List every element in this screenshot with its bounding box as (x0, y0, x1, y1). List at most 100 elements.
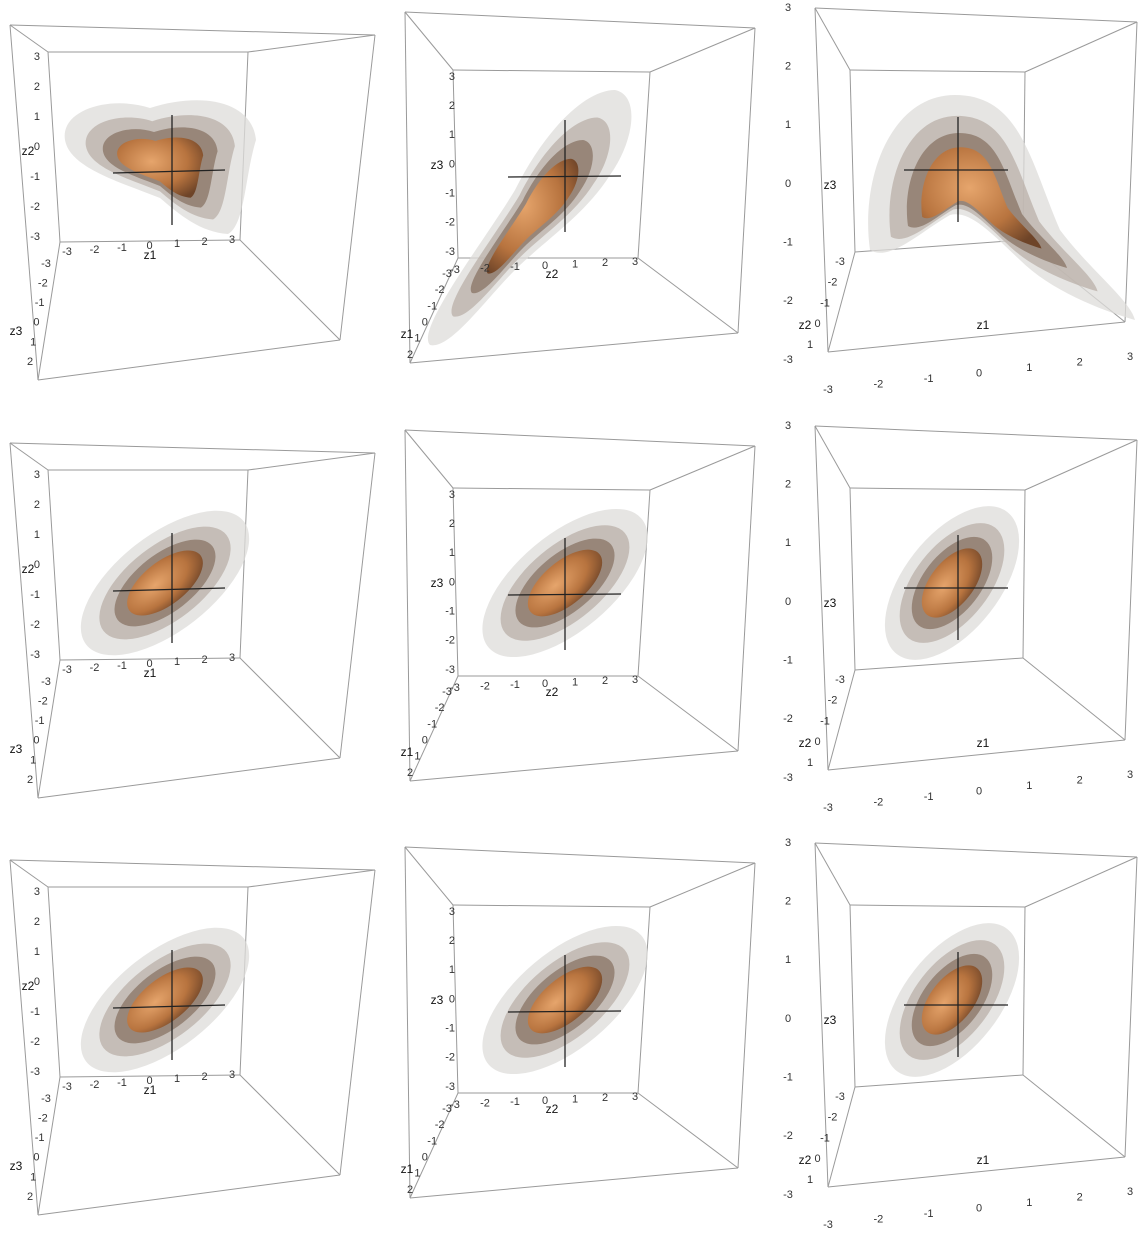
box-edge (240, 240, 340, 340)
tick-label: 1 (449, 547, 455, 559)
tick-label: -1 (35, 715, 45, 727)
box-edge (815, 843, 1137, 857)
tick-label: -1 (30, 589, 40, 601)
tick-label: 0 (814, 1153, 820, 1165)
tick-label: -3 (445, 246, 455, 258)
tick-label: -3 (835, 256, 845, 268)
tick-label: -1 (783, 1072, 793, 1084)
plot-grid: -3-2-10123z2-3-2-10123z1-3-2-1012z3-3-2-… (0, 0, 1142, 1236)
tick-label: -1 (783, 655, 793, 667)
box-edge (1025, 440, 1137, 490)
tick-label: 1 (1026, 780, 1032, 792)
tick-label: 0 (34, 559, 40, 571)
tick-label: -1 (510, 679, 520, 691)
tick-label: -2 (480, 681, 490, 693)
tick-label: 0 (33, 317, 39, 329)
tick-label: 0 (449, 158, 455, 170)
tick-label: 2 (34, 916, 40, 928)
box-edge (410, 333, 738, 363)
tick-label: -2 (90, 244, 100, 256)
tick-label: 1 (30, 754, 36, 766)
tick-label: -2 (90, 1079, 100, 1091)
tick-label: 2 (1077, 356, 1083, 368)
tick-label: -1 (445, 188, 455, 200)
box-edge (38, 1175, 340, 1215)
tick-label: -2 (445, 217, 455, 229)
tick-label: 1 (785, 954, 791, 966)
tick-label: 0 (34, 141, 40, 153)
tick-label: 2 (602, 675, 608, 687)
box-edge (638, 1093, 738, 1168)
tick-label: 1 (572, 259, 578, 271)
tick-label: 2 (201, 1071, 207, 1083)
tick-label: 3 (449, 906, 455, 918)
tick-label: 2 (201, 654, 207, 666)
tick-label: -2 (828, 1112, 838, 1124)
tick-label: 0 (785, 596, 791, 608)
tick-label: 0 (976, 785, 982, 797)
tick-label: 1 (785, 119, 791, 131)
tick-label: 3 (785, 837, 791, 849)
tick-label: -1 (510, 261, 520, 273)
tick-label: 3 (229, 1069, 235, 1081)
tick-label: -3 (30, 649, 40, 661)
tick-label: -2 (445, 635, 455, 647)
box-edge (10, 25, 375, 35)
box-edge (410, 751, 738, 781)
box-edge (248, 453, 375, 470)
tick-label: -2 (480, 263, 490, 275)
tick-label: 3 (1127, 1186, 1133, 1198)
tick-label: 1 (807, 339, 813, 351)
tick-label: 1 (174, 656, 180, 668)
box-edge (1023, 1075, 1125, 1157)
tick-label: 0 (449, 576, 455, 588)
tick-label: 0 (785, 178, 791, 190)
box-edge (1025, 22, 1137, 72)
tick-label: 0 (422, 735, 428, 747)
tick-label: 1 (30, 1171, 36, 1183)
tick-label: -1 (924, 791, 934, 803)
box-edge (248, 35, 375, 52)
tick-label: -2 (828, 695, 838, 707)
box-edge (1125, 440, 1137, 740)
tick-label: 2 (602, 1092, 608, 1104)
panel: -3-2-10123z2-3-2-10123z1-3-2-1012z3 (10, 860, 375, 1215)
box-edge (405, 12, 755, 28)
box-edge (340, 870, 375, 1175)
box-edge (248, 870, 375, 887)
tick-label: 3 (1127, 769, 1133, 781)
tick-label: 0 (33, 1152, 39, 1164)
axis-label: z3 (10, 324, 23, 338)
axis-label: z2 (546, 267, 559, 281)
tick-label: 3 (632, 674, 638, 686)
tick-label: -2 (38, 696, 48, 708)
axis-label: z2 (22, 144, 35, 158)
tick-label: 1 (572, 677, 578, 689)
panel: -3-2-10123z2-3-2-10123z1-3-2-1012z3 (10, 443, 375, 798)
tick-label: 2 (449, 935, 455, 947)
tick-label: 3 (1127, 351, 1133, 363)
box-edge (1125, 22, 1137, 322)
box-edge (340, 35, 375, 340)
tick-label: 1 (414, 1168, 420, 1180)
tick-label: -2 (30, 619, 40, 631)
tick-label: -3 (835, 674, 845, 686)
tick-label: 1 (807, 757, 813, 769)
box-edge (815, 8, 1137, 22)
tick-label: 2 (407, 1184, 413, 1196)
box-edge (405, 847, 410, 1198)
tick-label: 1 (414, 333, 420, 345)
box-edge (38, 340, 340, 380)
tick-label: -1 (510, 1096, 520, 1108)
tick-label: 3 (785, 420, 791, 432)
axis-label: z1 (144, 1083, 157, 1097)
tick-label: 1 (572, 1094, 578, 1106)
box-edge (850, 488, 855, 670)
tick-label: -2 (783, 295, 793, 307)
box-edge (48, 470, 60, 660)
tick-label: -3 (442, 686, 452, 698)
tick-label: -3 (30, 231, 40, 243)
box-edge (240, 1075, 340, 1175)
tick-label: -2 (873, 378, 883, 390)
axis-label: z3 (824, 1013, 837, 1027)
